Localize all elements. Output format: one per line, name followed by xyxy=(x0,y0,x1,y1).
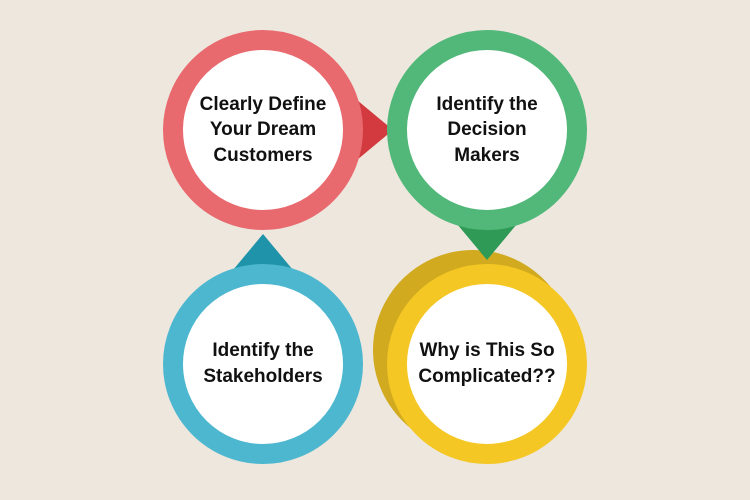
node-label: Why is This So Complicated?? xyxy=(407,284,567,444)
node-label: Identify the Stakeholders xyxy=(183,284,343,444)
node-decision-makers: Identify the Decision Makers xyxy=(387,30,587,230)
node-complicated: Why is This So Complicated?? xyxy=(387,264,587,464)
infographic-canvas: Clearly Define Your Dream Customers Iden… xyxy=(0,0,750,500)
node-define-customers: Clearly Define Your Dream Customers xyxy=(163,30,363,230)
node-label: Clearly Define Your Dream Customers xyxy=(183,50,343,210)
node-label: Identify the Decision Makers xyxy=(407,50,567,210)
node-stakeholders: Identify the Stakeholders xyxy=(163,264,363,464)
